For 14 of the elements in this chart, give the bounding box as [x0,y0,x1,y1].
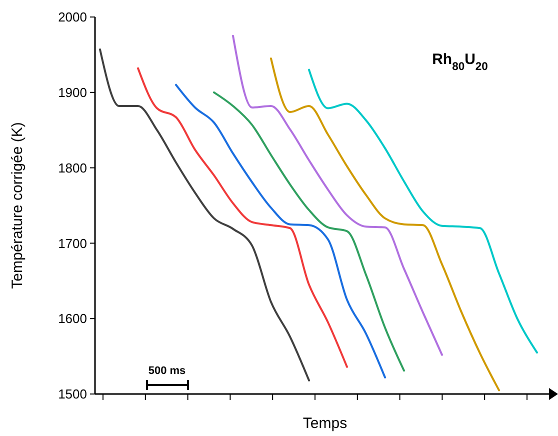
annotation: 500 ms [148,365,186,377]
x-axis-title: Temps [302,415,348,432]
y-tick-label: 1900 [58,84,87,100]
y-tick-label: 1600 [58,311,87,326]
y-tick-label: 1700 [58,236,87,251]
y-axis-title: Température corrigée (K) [9,122,26,289]
line-series [99,48,310,382]
y-tick-label: 2000 [58,10,87,25]
line-series [308,68,538,354]
annotation: Rh$_{80}$U$_{20}$ [432,51,488,73]
y-tick-label: 1500 [58,386,87,402]
line-series [213,91,405,372]
line-series [137,67,348,368]
y-tick-label: 1800 [58,160,87,176]
